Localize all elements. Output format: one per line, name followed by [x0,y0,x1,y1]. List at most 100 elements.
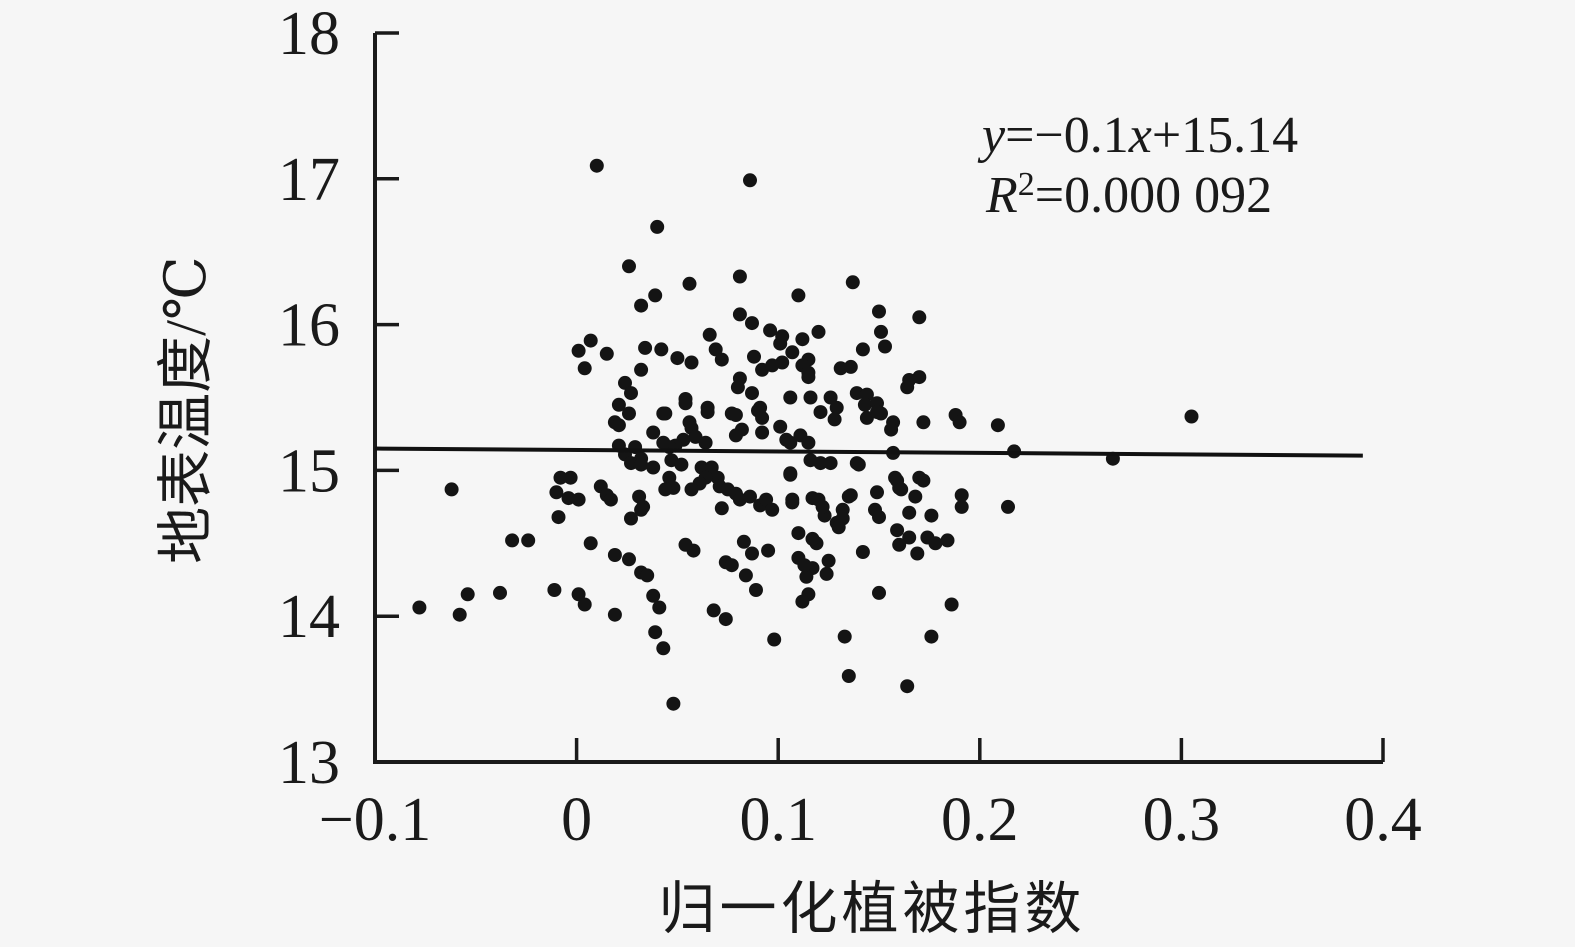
scatter-point [872,304,886,319]
scatter-point [686,543,701,558]
scatter-point [801,435,816,450]
scatter-point [743,489,757,504]
scatter-point [841,669,856,683]
scatter-point [916,415,931,430]
scatter-point [1184,409,1199,424]
scatter-point [728,408,743,422]
scatter-point [843,359,858,374]
scatter-point [646,588,661,603]
scatter-point [912,310,927,325]
scatter-point [795,594,810,609]
scatter-point [658,482,673,497]
scatter-point [819,566,834,581]
scatter-point [837,629,852,644]
scatter-point [924,629,939,644]
x-tick-label: 0.1 [739,786,817,854]
scatter-point [843,488,858,503]
scatter-point [954,499,969,514]
scatter-point [702,327,717,342]
scatter-point [678,396,693,411]
scatter-point [803,390,818,405]
axis-ticks: −0.1 0 0.1 0.2 0.3 0.4 13 14 15 16 17 18 [278,0,1422,854]
x-axis-title: 归一化植被指数 [659,878,1086,941]
scatter-point [791,526,806,541]
scatter-point [577,361,592,376]
x-tick-label: 0.3 [1143,786,1221,854]
scatter-point [521,533,536,548]
scatter-point [783,435,798,450]
scatter-point [505,533,520,548]
scatter-point [551,510,566,525]
scatter-point [755,410,770,425]
scatter-point [872,585,886,600]
scatter-point [803,453,818,468]
scatter-point [682,276,697,291]
scatter-point [900,679,915,694]
scatter-point [666,696,681,711]
scatter-point [928,536,943,551]
scatter-point [783,390,798,405]
scatter-point [797,558,812,573]
scatter-point [738,568,753,583]
scatter-point [759,492,774,507]
scatter-point [747,349,761,364]
scatter-point [452,607,467,622]
scatter-point [646,460,661,475]
scatter-point [412,600,427,615]
equation-line2: R2=0.000 092 [985,166,1272,224]
y-axis-title: 地表温度/℃ [155,256,218,564]
trend-line-group [374,446,1363,458]
scatter-point [444,482,459,497]
scatter-point [851,457,866,472]
scatter-point [656,435,671,450]
scatter-point [732,307,747,322]
scatter-point [894,482,909,497]
scatter-point [714,501,729,516]
scatter-point [638,340,653,355]
scatter-point [724,558,739,573]
scatter-point [749,583,763,597]
equation-line1: y=−0.1x+15.14 [977,107,1298,164]
scatter-point [924,508,939,523]
x-tick-label: 0.2 [941,786,1019,854]
scatter-point [571,343,586,358]
scatter-point [785,345,800,360]
scatter-point [553,470,568,485]
scatter-point [785,495,800,510]
scatter-point [821,553,836,568]
scatter-point [878,339,892,354]
scatter-point [611,397,626,412]
scatter-point [811,324,826,339]
scatter-point [618,375,632,390]
scatter-point [870,485,884,500]
scatter-point [884,422,899,437]
scatter-point [634,362,649,377]
scatter-point [1001,499,1015,514]
scatter-point [460,587,475,602]
scatter-point [648,625,663,640]
scatter-point [831,520,846,535]
scatter-point [698,435,713,450]
scatter-point [773,419,788,434]
scatter-point [599,346,614,361]
scatter-points [412,158,1199,711]
scatter-point [622,406,636,421]
scatter-point [611,418,626,433]
x-tick-label: −0.1 [319,786,431,854]
scatter-point [827,412,842,427]
scatter-point [563,470,578,485]
scatter-point [954,488,969,503]
scatter-point [571,492,586,507]
scatter-point [700,405,715,420]
scatter-point [872,510,886,525]
scatter-point [704,460,719,475]
scatter-point [607,548,622,562]
scatter-point [745,316,759,331]
scatter-point [870,405,884,420]
scatter-point [571,587,586,602]
scatter-point [714,352,729,367]
y-tick-label: 18 [278,0,340,68]
scatter-point [823,456,838,471]
scatter-point [944,597,959,612]
